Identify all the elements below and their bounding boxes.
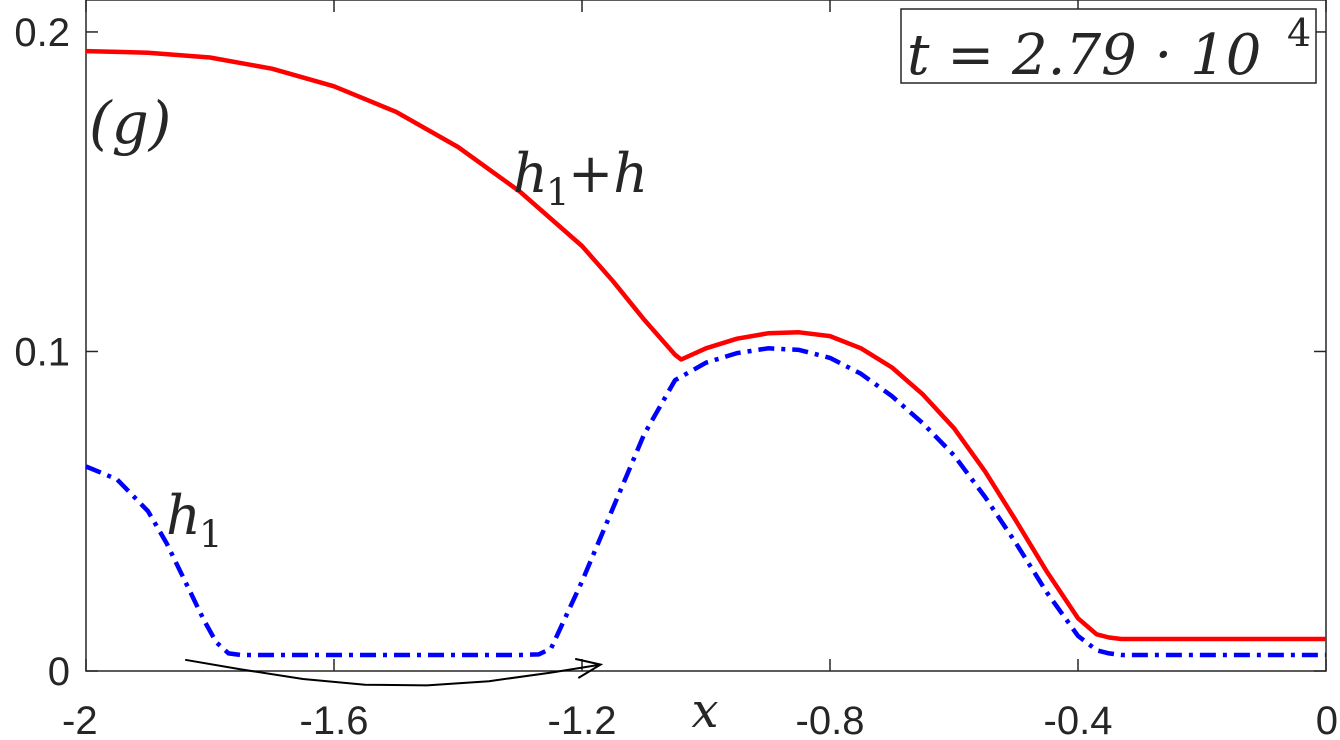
time-label-main: t = 2.79 · 10 bbox=[907, 23, 1261, 88]
transport-arrow-shaft bbox=[185, 658, 601, 687]
panel-label: (g) bbox=[89, 89, 171, 157]
series-line-h1-h bbox=[85, 48, 1326, 642]
series-layer bbox=[85, 48, 1326, 658]
x-tick-label: -1.2 bbox=[548, 699, 617, 740]
series-label-h1-sub: 1 bbox=[199, 513, 223, 556]
x-axis-label: x bbox=[691, 683, 718, 739]
transport-arrow-head bbox=[574, 657, 604, 679]
x-tick-label: -1.6 bbox=[300, 699, 369, 740]
time-label-box bbox=[900, 8, 1317, 84]
time-label-exponent: 4 bbox=[1287, 11, 1311, 55]
plot-frame bbox=[85, 0, 1327, 672]
y-tick-labels: 0 0.1 0.2 bbox=[14, 11, 70, 694]
y-tick-label: 0 bbox=[48, 650, 70, 694]
x-tick-labels: -2 -1.6 -1.2 -0.8 -0.4 0 bbox=[62, 699, 1338, 740]
series-label-h1h-main: h bbox=[513, 142, 548, 205]
series-label-h1h-sub: 1 bbox=[546, 171, 570, 214]
series-label-h1: h 1 bbox=[166, 484, 223, 556]
series-label-h1h-rest: +h bbox=[568, 142, 648, 205]
y-tick-label: 0.1 bbox=[14, 330, 70, 374]
annotation-layer bbox=[185, 657, 604, 687]
x-tick-label: -0.8 bbox=[796, 699, 865, 740]
y-tick-label: 0.2 bbox=[14, 11, 70, 55]
x-tick-label: 0 bbox=[1316, 699, 1338, 740]
x-tick-label: -2 bbox=[62, 699, 98, 740]
axis-ticks bbox=[85, 0, 1327, 672]
x-tick-label: -0.4 bbox=[1044, 699, 1113, 740]
series-label-h1-main: h bbox=[166, 484, 201, 547]
series-label-h1-plus-h: h 1 +h bbox=[513, 142, 648, 214]
